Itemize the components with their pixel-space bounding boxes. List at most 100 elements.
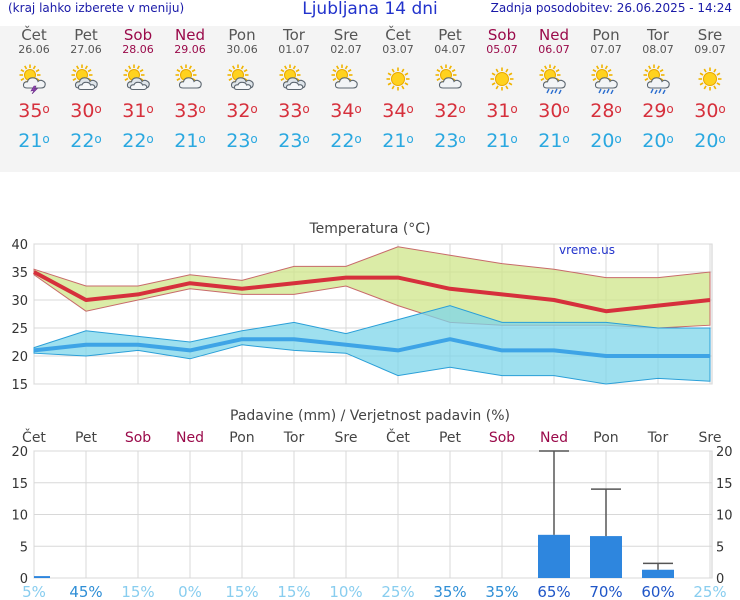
degree-mark: o xyxy=(302,102,310,116)
min-temperature-value: 22 xyxy=(70,130,95,152)
x-tick-label: Čet xyxy=(386,428,410,446)
min-temperature: 20o xyxy=(632,130,684,152)
y-tick-label-right: 10 xyxy=(716,509,733,524)
max-temperature: 32o xyxy=(424,100,476,122)
temperature-chart: Temperatura (°C) 15 20 25 30 35 40 vreme.us xyxy=(11,221,713,390)
min-temperature: 23o xyxy=(216,130,268,152)
max-temperature-line xyxy=(33,270,711,314)
degree-mark: o xyxy=(94,102,102,116)
day-date: 07.07 xyxy=(590,43,622,56)
page-title: Ljubljana 14 dni xyxy=(302,0,438,19)
max-temperature-value: 33 xyxy=(278,100,303,122)
watermark: vreme.us xyxy=(559,243,615,257)
y-tick-label-left: 5 xyxy=(20,540,28,555)
y-tick-label-right: 15 xyxy=(716,477,733,492)
min-temperature: 23o xyxy=(424,130,476,152)
day-name: Sre xyxy=(697,26,723,44)
top-bar: (kraj lahko izberete v meniju) Ljubljana… xyxy=(0,0,740,22)
min-temperature-value: 21 xyxy=(538,130,563,152)
degree-mark: o xyxy=(198,132,206,146)
degree-mark: o xyxy=(146,102,154,116)
min-temperature: 21o xyxy=(476,130,528,152)
min-temperature-value: 21 xyxy=(382,130,407,152)
max-temperature-value: 28 xyxy=(590,100,615,122)
sun-cloud-rain-icon xyxy=(539,64,569,95)
day-column: Ned 06.07 30o 21o xyxy=(528,26,580,152)
min-temperature-value: 23 xyxy=(226,130,251,152)
sun-cloud-rain-icon xyxy=(643,64,673,95)
day-column: Ned 29.06 33o 21o xyxy=(164,26,216,152)
max-temperature-value: 32 xyxy=(226,100,251,122)
degree-mark: o xyxy=(666,102,674,116)
day-name: Tor xyxy=(647,26,669,44)
precipitation-probability: 15% xyxy=(277,583,310,600)
y-tick-label-right: 0 xyxy=(716,572,724,587)
max-temperature: 35o xyxy=(8,100,60,122)
max-temperature: 29o xyxy=(632,100,684,122)
sun-cloud-thunder-icon xyxy=(19,64,49,95)
sun-cloud-icon xyxy=(435,64,465,94)
max-temperature-value: 34 xyxy=(382,100,407,122)
degree-mark: o xyxy=(510,102,518,116)
day-date: 08.07 xyxy=(642,43,674,56)
x-tick-label: Sre xyxy=(699,430,722,446)
min-temperature-value: 20 xyxy=(590,130,615,152)
last-update-text: Zadnja posodobitev: 26.06.2025 - 14:24 xyxy=(490,1,732,15)
max-temperature: 33o xyxy=(164,100,216,122)
degree-mark: o xyxy=(458,102,466,116)
x-tick-label: Tor xyxy=(283,430,305,446)
y-tick-label-right: 5 xyxy=(716,540,724,555)
precipitation-probability: 70% xyxy=(589,583,622,600)
min-temperature: 23o xyxy=(268,130,320,152)
precipitation-bar xyxy=(642,569,674,578)
partly-cloudy-icon xyxy=(279,64,309,94)
precipitation-probability: 15% xyxy=(121,583,154,600)
day-date: 04.07 xyxy=(434,43,466,56)
day-column: Sre 09.07 30o 20o xyxy=(684,26,736,152)
day-name: Sob xyxy=(123,26,153,44)
location-menu-link[interactable]: (kraj lahko izberete v meniju) xyxy=(8,1,185,15)
min-temperature: 21o xyxy=(164,130,216,152)
day-name: Čet xyxy=(385,26,411,44)
x-tick-label: Čet xyxy=(22,428,46,446)
day-name: Sob xyxy=(487,26,517,44)
partly-cloudy-icon xyxy=(227,64,257,94)
day-date: 02.07 xyxy=(330,43,362,56)
day-name: Pon xyxy=(592,26,620,44)
day-date: 30.06 xyxy=(226,43,258,56)
degree-mark: o xyxy=(42,102,50,116)
degree-mark: o xyxy=(250,132,258,146)
max-temperature-value: 30 xyxy=(70,100,95,122)
y-tick-label-right: 20 xyxy=(716,445,733,460)
degree-mark: o xyxy=(42,132,50,146)
max-temperature: 32o xyxy=(216,100,268,122)
y-tick-label: 35 xyxy=(11,266,28,281)
min-temperature-value: 22 xyxy=(330,130,355,152)
degree-mark: o xyxy=(146,132,154,146)
max-temperature-value: 29 xyxy=(642,100,667,122)
max-temperature-value: 34 xyxy=(330,100,355,122)
day-date: 03.07 xyxy=(382,43,414,56)
degree-mark: o xyxy=(510,132,518,146)
max-temperature-value: 30 xyxy=(694,100,719,122)
y-tick-label: 25 xyxy=(11,322,28,337)
max-temperature-value: 32 xyxy=(434,100,459,122)
day-name: Pet xyxy=(74,26,98,44)
precipitation-probability: 10% xyxy=(329,583,362,600)
precipitation-error-bar xyxy=(643,562,673,570)
degree-mark: o xyxy=(354,132,362,146)
max-temperature: 31o xyxy=(476,100,528,122)
min-temperature: 22o xyxy=(320,130,372,152)
degree-mark: o xyxy=(562,132,570,146)
day-date: 09.07 xyxy=(694,43,726,56)
precipitation-probability: 35% xyxy=(433,583,466,600)
min-temperature: 22o xyxy=(60,130,112,152)
min-temperature: 22o xyxy=(112,130,164,152)
min-temperature-value: 21 xyxy=(486,130,511,152)
day-date: 26.06 xyxy=(18,43,50,56)
max-temperature: 33o xyxy=(268,100,320,122)
min-temperature: 21o xyxy=(372,130,424,152)
sun-cloud-icon xyxy=(175,64,205,94)
day-column: Čet 26.06 35o 21o xyxy=(8,26,60,152)
daily-forecast-strip: Čet 26.06 35o 21o Pet 27.06 30o 22o Sob 28.06 31o 2… xyxy=(0,26,740,172)
